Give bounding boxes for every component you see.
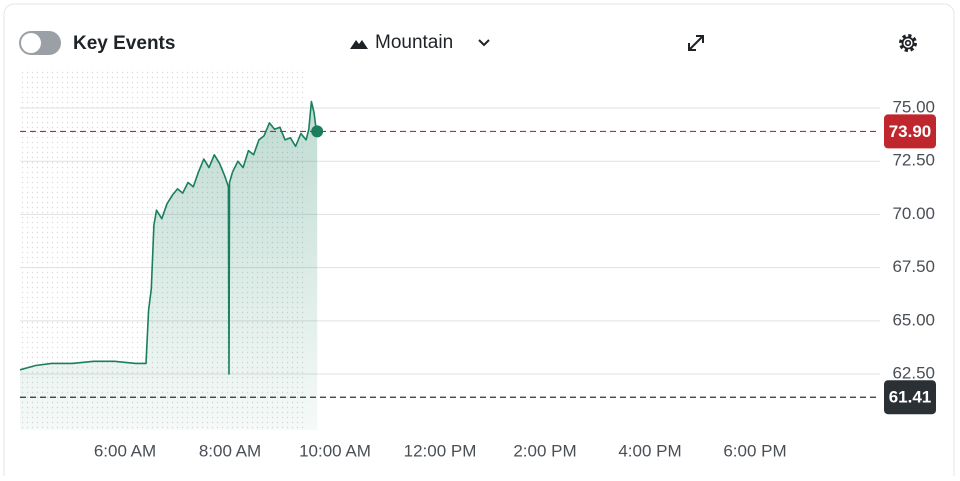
- settings-button[interactable]: [899, 34, 917, 52]
- y-tick-label: 75.00: [892, 97, 935, 116]
- chart-style-label: Mountain: [375, 32, 453, 53]
- x-tick-label: 12:00 PM: [404, 441, 477, 460]
- y-tick-label: 70.00: [892, 204, 935, 223]
- reference-label-box: [884, 114, 936, 149]
- x-tick-label: 10:00 AM: [299, 441, 371, 460]
- y-tick-label: 65.00: [892, 310, 935, 329]
- expand-button[interactable]: [688, 35, 704, 51]
- x-tick-label: 6:00 PM: [723, 441, 786, 460]
- price-line: [19, 100, 318, 375]
- x-tick-label: 8:00 AM: [199, 441, 261, 460]
- y-tick-label: 62.50: [892, 364, 935, 383]
- y-tick-label: 67.50: [892, 257, 935, 276]
- x-tick-label: 4:00 PM: [618, 441, 681, 460]
- x-tick-label: 6:00 AM: [94, 441, 156, 460]
- reference-label-box: [884, 380, 936, 415]
- area: [20, 101, 318, 430]
- reference-label: 73.90: [889, 122, 932, 141]
- chart-style-dropdown[interactable]: Mountain: [350, 32, 490, 53]
- y-tick-label: 72.50: [892, 151, 935, 170]
- x-tick-label: 2:00 PM: [513, 441, 576, 460]
- toggle-label: Key Events: [73, 33, 175, 54]
- last-point: [311, 125, 324, 138]
- reference-label: 61.41: [889, 388, 932, 407]
- key-events-toggle[interactable]: [19, 31, 61, 55]
